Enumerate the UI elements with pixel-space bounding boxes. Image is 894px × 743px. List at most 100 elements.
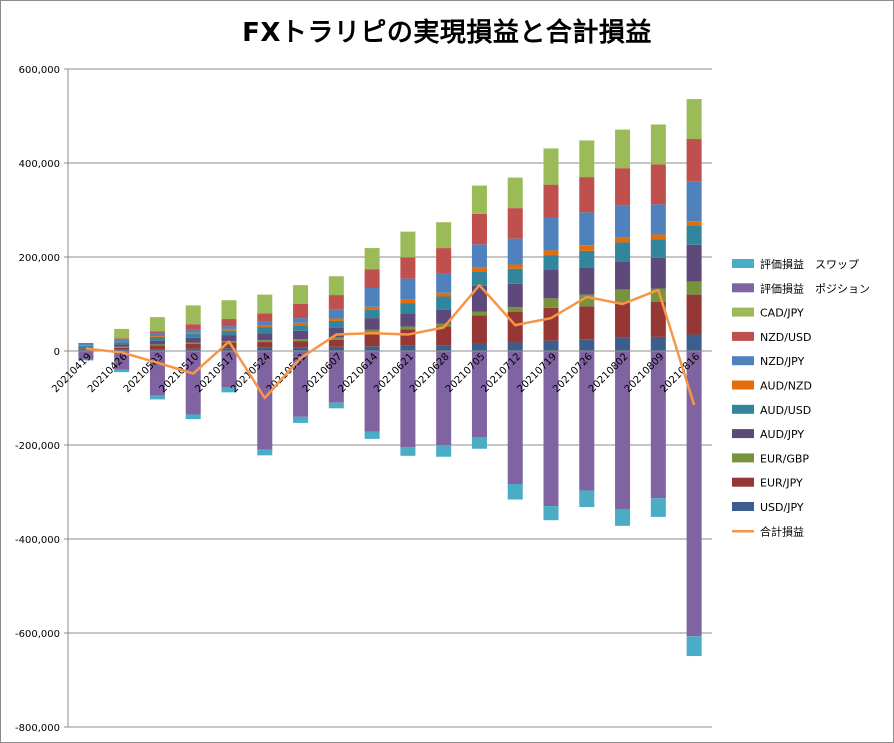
legend-label: 合計損益 bbox=[760, 524, 804, 538]
bar-segment bbox=[615, 351, 631, 510]
legend-swatch bbox=[732, 453, 754, 463]
bar-segment bbox=[114, 341, 130, 343]
bar-segment bbox=[543, 298, 559, 308]
bar-segment bbox=[364, 351, 380, 432]
bar-segment bbox=[293, 341, 309, 348]
bar-segment bbox=[114, 349, 130, 351]
bar-segment bbox=[436, 309, 452, 324]
bar-segment bbox=[400, 313, 416, 327]
bar-segment bbox=[507, 268, 523, 284]
bar-segment bbox=[579, 351, 595, 491]
bar-segment bbox=[436, 273, 452, 293]
bar-segment bbox=[364, 318, 380, 330]
bar-segment bbox=[436, 345, 452, 351]
bar-segment bbox=[436, 292, 452, 297]
bar-segment bbox=[543, 340, 559, 351]
bar-segment bbox=[221, 328, 237, 331]
bar-segment bbox=[579, 212, 595, 246]
bar-segment bbox=[364, 288, 380, 307]
bar-segment bbox=[507, 351, 523, 485]
bar-segment bbox=[471, 267, 487, 272]
y-tick-label: 0 bbox=[54, 347, 60, 358]
bar-segment bbox=[293, 304, 309, 319]
y-tick-label: -200,000 bbox=[15, 441, 60, 452]
bar-segment bbox=[185, 337, 201, 343]
legend-label: USD/JPY bbox=[760, 501, 804, 514]
bar-segment bbox=[507, 238, 523, 265]
bar-segment bbox=[579, 177, 595, 213]
bar-segment bbox=[615, 289, 631, 303]
bar-segment bbox=[650, 239, 666, 258]
bar-segment bbox=[293, 339, 309, 342]
bar-segment bbox=[686, 244, 702, 282]
bar-segment bbox=[436, 222, 452, 249]
bar-segment bbox=[114, 347, 130, 350]
bar-segment bbox=[364, 309, 380, 319]
bar-segment bbox=[221, 387, 237, 393]
bar-segment bbox=[221, 326, 237, 329]
bar-segment bbox=[114, 342, 130, 345]
bar-segment bbox=[185, 329, 201, 333]
bar-segment bbox=[579, 339, 595, 351]
legend-swatch bbox=[732, 429, 754, 439]
bar-segment bbox=[436, 248, 452, 274]
legend-label: 評価損益 ポジション bbox=[760, 281, 870, 295]
bar-segment bbox=[507, 342, 523, 351]
legend-label: EUR/JPY bbox=[760, 477, 803, 490]
bar-segment bbox=[400, 303, 416, 314]
bar-segment bbox=[114, 351, 130, 370]
bar-segment bbox=[650, 124, 666, 165]
bar-segment bbox=[436, 351, 452, 445]
bar-segment bbox=[328, 295, 344, 310]
legend-swatch bbox=[732, 259, 754, 268]
bar-segment bbox=[78, 347, 94, 349]
bar-segment bbox=[400, 278, 416, 300]
bar-segment bbox=[650, 257, 666, 289]
bar-segment bbox=[471, 437, 487, 449]
bar-segment bbox=[149, 333, 165, 336]
bar-segment bbox=[579, 294, 595, 307]
bar-segment bbox=[293, 330, 309, 340]
legend-label: 評価損益 スワップ bbox=[760, 257, 859, 271]
bar-segment bbox=[364, 269, 380, 289]
bar-segment bbox=[185, 342, 201, 344]
bar-segment bbox=[328, 318, 344, 321]
bar-segment bbox=[471, 244, 487, 268]
bar-segment bbox=[149, 340, 165, 345]
bar-segment bbox=[221, 348, 237, 351]
bar-segment bbox=[400, 257, 416, 279]
bar-segment bbox=[257, 321, 273, 326]
bar-segment bbox=[471, 285, 487, 312]
bar-segment bbox=[185, 343, 201, 349]
bar-segment bbox=[579, 490, 595, 508]
bar-segment bbox=[686, 225, 702, 245]
bar-segment bbox=[615, 261, 631, 290]
bar-segment bbox=[615, 237, 631, 243]
legend-swatch bbox=[732, 380, 754, 390]
bar-segment bbox=[579, 245, 595, 251]
chart-title: FXトラリピの実現損益と合計損益 bbox=[242, 18, 652, 48]
bar-segment bbox=[615, 302, 631, 338]
bar-segment bbox=[471, 343, 487, 351]
bar-segment bbox=[686, 636, 702, 657]
legend-label: NZD/USD bbox=[760, 331, 811, 344]
bar-segment bbox=[185, 351, 201, 415]
bar-segment bbox=[257, 325, 273, 328]
bar-segment bbox=[507, 484, 523, 500]
bar-segment bbox=[114, 338, 130, 340]
bar-segment bbox=[185, 348, 201, 351]
bar-segment bbox=[471, 213, 487, 245]
bar-segment bbox=[328, 346, 344, 351]
bar-segment bbox=[364, 248, 380, 270]
bar-segment bbox=[650, 336, 666, 351]
bar-segment bbox=[400, 351, 416, 448]
y-tick-label: -800,000 bbox=[15, 723, 60, 734]
bar-segment bbox=[293, 322, 309, 326]
bar-segment bbox=[293, 325, 309, 331]
bar-segment bbox=[257, 347, 273, 351]
bar-segment bbox=[221, 335, 237, 342]
bar-segment bbox=[364, 332, 380, 347]
bar-segment bbox=[328, 337, 344, 340]
